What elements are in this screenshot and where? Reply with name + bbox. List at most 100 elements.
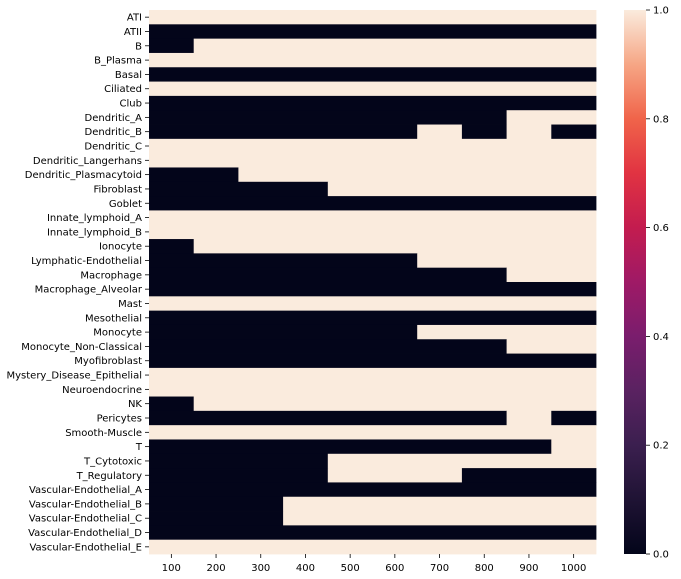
- heatmap-cell: [149, 367, 597, 383]
- heatmap-cell: [551, 439, 597, 455]
- heatmap-cell: [149, 468, 329, 483]
- heatmap-cell: [149, 110, 507, 125]
- row-label: T_Cytotoxic: [83, 456, 142, 467]
- colorbar: 0.0 0.2 0.4 0.6 0.8 1.0: [624, 6, 669, 561]
- heatmap-cell: [238, 167, 597, 183]
- heatmap-cell: [506, 410, 552, 426]
- row-label: Macrophage_Alveolar: [35, 285, 143, 296]
- row-label: Dendritic_B: [85, 127, 143, 138]
- heatmap-cell: [149, 52, 597, 68]
- colorbar-tick-label: 0.6: [653, 223, 669, 234]
- heatmap-cell: [283, 496, 597, 512]
- heatmap-cell: [149, 410, 507, 426]
- heatmap-cell: [149, 181, 329, 197]
- colorbar-gradient: [624, 10, 646, 554]
- heatmap-cell: [417, 253, 597, 269]
- heatmap-cell: [149, 482, 597, 498]
- x-tick-label: 500: [341, 563, 360, 574]
- row-label: Lymphatic-Endothelial: [31, 256, 142, 267]
- heatmap-cell: [149, 138, 597, 154]
- heatmap-cell: [149, 267, 507, 283]
- heatmap-cells: [149, 10, 597, 555]
- row-label: Innate_lymphoid_A: [47, 213, 142, 224]
- heatmap-cell: [149, 196, 597, 211]
- colorbar-ticks: 0.0 0.2 0.4 0.6 0.8 1.0: [646, 6, 669, 561]
- row-label: Dendritic_C: [84, 142, 142, 153]
- heatmap-cell: [551, 124, 597, 140]
- heatmap-cell: [506, 110, 597, 125]
- x-tick-label: 600: [385, 563, 404, 574]
- heatmap-cell: [327, 468, 463, 483]
- heatmap-cell: [149, 539, 597, 555]
- row-label: Macrophage: [80, 270, 142, 281]
- x-tick-label: 300: [251, 563, 270, 574]
- heatmap-cell: [149, 511, 284, 526]
- row-labels: ATI ATII B B_Plasma Basal Ciliated Club Dendrit…: [6, 13, 149, 553]
- heatmap-cell: [283, 511, 597, 526]
- x-tick-label: 900: [519, 563, 538, 574]
- row-label: Vascular-Endothelial_C: [29, 514, 142, 525]
- heatmap-cell: [149, 525, 597, 541]
- row-label: NK: [128, 399, 142, 410]
- heatmap-cell: [149, 95, 597, 111]
- x-tick-label: 100: [162, 563, 181, 574]
- row-label: Dendritic_A: [85, 113, 143, 124]
- heatmap-cell: [149, 38, 195, 54]
- heatmap-cell: [149, 167, 239, 183]
- row-label: Vascular-Endothelial_D: [28, 528, 142, 539]
- row-label: Ionocyte: [99, 242, 142, 253]
- row-label: B_Plasma: [94, 56, 142, 67]
- heatmap-cell: [417, 324, 597, 340]
- heatmap-cell: [149, 239, 195, 254]
- x-tick-label: 200: [207, 563, 226, 574]
- heatmap-cell: [193, 396, 597, 412]
- row-label: Mast: [118, 299, 142, 310]
- x-tick-label: 1000: [561, 563, 586, 574]
- colorbar-tick-label: 0.2: [653, 441, 669, 452]
- x-tick-label: 400: [296, 563, 315, 574]
- heatmap-cell: [149, 310, 597, 326]
- heatmap-cell: [149, 224, 597, 240]
- heatmap-cell: [149, 10, 597, 25]
- row-label: Basal: [115, 70, 142, 81]
- heatmap-cell: [149, 24, 597, 40]
- heatmap-cell: [461, 124, 507, 140]
- heatmap-cell: [149, 210, 597, 226]
- heatmap-cell: [193, 38, 597, 54]
- heatmap-cell: [149, 339, 507, 354]
- heatmap-cell: [149, 453, 329, 469]
- heatmap-cell: [327, 453, 597, 469]
- row-label: Pericytes: [97, 414, 142, 425]
- x-tick-label: 700: [430, 563, 449, 574]
- row-label: T_Regulatory: [76, 471, 143, 482]
- heatmap-cell: [193, 239, 597, 254]
- heatmap-cell: [506, 267, 597, 283]
- row-label: Mesothelial: [85, 313, 142, 324]
- row-label: Goblet: [109, 199, 142, 210]
- row-label: Vascular-Endothelial_E: [29, 542, 142, 553]
- heatmap-cell: [551, 410, 597, 426]
- colorbar-tick-label: 1.0: [653, 6, 669, 17]
- x-tick-label: 800: [475, 563, 494, 574]
- row-label: Dendritic_Langerhans: [33, 156, 142, 167]
- heatmap-cell: [149, 382, 597, 397]
- heatmap-cell: [149, 425, 597, 440]
- heatmap-cell: [149, 153, 597, 168]
- heatmap-cell: [149, 124, 418, 140]
- row-label: Dendritic_Plasmacytoid: [25, 170, 142, 181]
- row-label: ATI: [127, 13, 142, 24]
- heatmap-cell: [149, 496, 284, 512]
- row-label: Myofibroblast: [74, 356, 142, 367]
- row-label: Ciliated: [104, 84, 142, 95]
- heatmap-cell: [417, 124, 463, 140]
- row-label: Fibroblast: [93, 184, 142, 195]
- row-label: Neuroendocrine: [62, 385, 142, 396]
- row-label: Monocyte_Non-Classical: [21, 342, 142, 353]
- heatmap-cell: [149, 282, 597, 297]
- heatmap-cell: [149, 396, 195, 412]
- heatmap-cell: [149, 324, 418, 340]
- x-axis: 100 200 300 400 500 600 700 800 900 1000: [162, 554, 586, 574]
- row-label: Vascular-Endothelial_B: [29, 499, 142, 510]
- heatmap-cell: [149, 67, 597, 82]
